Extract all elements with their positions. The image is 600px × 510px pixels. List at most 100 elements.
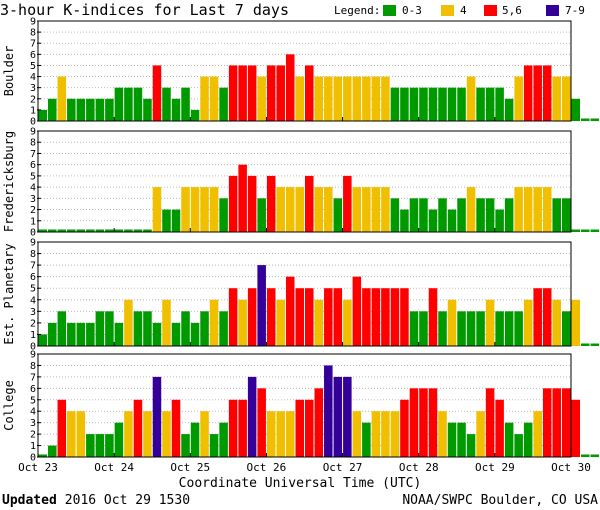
k-index-bar — [67, 411, 76, 457]
k-index-bar — [590, 454, 600, 457]
k-index-bar — [571, 299, 581, 346]
k-index-bar — [371, 288, 381, 346]
k-index-bar — [238, 65, 247, 121]
k-index-bar — [305, 175, 314, 232]
k-index-bar — [343, 299, 352, 346]
k-index-bar — [438, 311, 447, 346]
y-tick-label: 6 — [30, 384, 36, 395]
k-index-bar — [419, 198, 428, 232]
legend-swatch-4 — [441, 5, 454, 16]
k-index-bar — [247, 65, 257, 121]
k-index-bar — [371, 76, 381, 121]
x-tick-label: Oct 24 — [94, 461, 134, 474]
k-index-bar — [381, 76, 390, 121]
k-index-bar — [409, 388, 419, 457]
k-index-bar — [276, 187, 285, 232]
k-index-bar — [228, 288, 238, 346]
k-index-bar — [371, 187, 381, 232]
k-index-bar — [419, 87, 428, 121]
panel-frame — [37, 130, 572, 233]
k-index-bar — [228, 399, 238, 457]
k-index-bar — [343, 76, 352, 121]
k-index-bar — [124, 87, 133, 121]
k-index-bar — [362, 422, 371, 457]
k-index-bar — [514, 187, 523, 232]
panels: 0123456789Boulder0123456789Fredericksbur… — [2, 17, 600, 464]
k-index-bar — [485, 388, 495, 457]
k-index-bar — [266, 175, 276, 232]
y-tick-label: 4 — [30, 183, 36, 194]
k-index-bar — [38, 334, 48, 346]
k-index-bar — [571, 399, 581, 457]
k-index-bar — [48, 98, 57, 121]
k-index-bar — [295, 288, 304, 346]
k-index-bar — [514, 434, 523, 457]
y-tick-label: 0 — [30, 453, 36, 464]
k-index-bar — [590, 343, 600, 346]
k-index-bar — [447, 422, 457, 457]
k-index-bar — [38, 229, 48, 232]
k-index-bar — [105, 434, 114, 457]
k-index-bar — [257, 198, 266, 232]
k-index-bar — [476, 198, 485, 232]
legend-label-0-3: 0-3 — [402, 4, 422, 17]
k-index-bar — [171, 98, 181, 121]
k-index-bar — [219, 311, 228, 346]
k-index-bar — [314, 388, 324, 457]
k-index-bar — [457, 87, 466, 121]
k-index-bar — [48, 445, 57, 457]
y-tick-label: 7 — [30, 372, 36, 383]
k-index-bar — [371, 411, 381, 457]
k-index-bar — [48, 229, 57, 232]
y-tick-label: 0 — [30, 228, 36, 239]
k-index-bar — [86, 434, 95, 457]
k-index-bar — [533, 411, 542, 457]
k-index-bar — [476, 411, 485, 457]
panel-label: Est. Planetary — [2, 243, 16, 344]
k-index-bar — [590, 118, 600, 121]
k-index-bar — [162, 209, 171, 232]
k-index-bar — [133, 399, 143, 457]
k-index-bar — [57, 229, 67, 232]
y-tick-label: 6 — [30, 272, 36, 283]
k-index-bar — [561, 311, 571, 346]
k-index-bar — [466, 187, 476, 232]
panel-label: College — [2, 380, 16, 431]
k-index-bar — [190, 109, 200, 121]
y-tick-label: 0 — [30, 342, 36, 353]
k-index-bar — [266, 288, 276, 346]
k-index-bar — [219, 198, 228, 232]
k-index-bar — [181, 434, 190, 457]
k-index-bar — [152, 376, 162, 457]
k-index-bar — [400, 288, 409, 346]
y-tick-label: 7 — [30, 149, 36, 160]
k-index-bar — [495, 311, 504, 346]
k-index-bar — [105, 98, 114, 121]
y-tick-label: 4 — [30, 407, 36, 418]
k-index-bar — [552, 76, 561, 121]
k-index-bar — [561, 388, 571, 457]
k-index-bar — [48, 322, 57, 346]
x-axis-label: Coordinate Universal Time (UTC) — [179, 476, 422, 491]
x-tick-label: Oct 25 — [170, 461, 210, 474]
legend-label-7-9: 7-9 — [565, 4, 585, 17]
k-index-bar — [124, 299, 133, 346]
k-index-bar — [504, 422, 514, 457]
y-tick-label: 9 — [30, 238, 36, 249]
k-index-bar — [247, 376, 257, 457]
k-index-bar — [314, 76, 324, 121]
k-index-bar — [533, 187, 542, 232]
k-index-bar — [447, 87, 457, 121]
k-index-bar — [466, 434, 476, 457]
k-index-bar — [485, 87, 495, 121]
k-index-bar — [247, 175, 257, 232]
k-index-bar — [190, 187, 200, 232]
k-index-bar — [333, 376, 343, 457]
y-tick-label: 8 — [30, 249, 36, 260]
k-index-bar — [571, 229, 581, 232]
k-index-bar — [523, 299, 533, 346]
k-index-bar — [143, 98, 152, 121]
